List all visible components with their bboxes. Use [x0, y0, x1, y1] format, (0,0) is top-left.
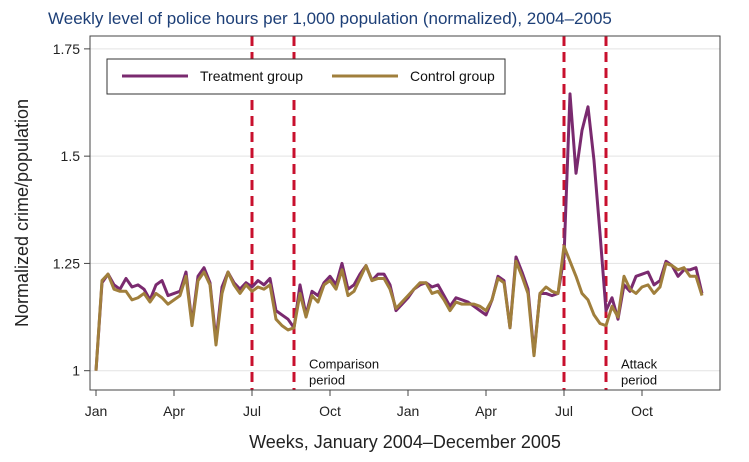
y-tick-label: 1: [72, 363, 80, 379]
x-tick-label: Apr: [163, 403, 185, 419]
series-lines: [94, 92, 704, 371]
x-tick-label: Oct: [631, 403, 653, 419]
series-line-control: [94, 244, 704, 371]
x-tick-label: Oct: [319, 403, 341, 419]
grid: [90, 48, 720, 372]
plot-frame: [89, 35, 721, 391]
annotation-text: period: [309, 373, 345, 388]
event-lines: [250, 36, 608, 390]
legend-label-control: Control group: [410, 68, 495, 84]
y-tick-label: 1.75: [53, 41, 80, 57]
y-tick-label: 1.25: [53, 255, 80, 271]
annotation-text: Comparison: [309, 357, 379, 372]
x-axis-label: Weeks, January 2004–December 2005: [249, 432, 561, 452]
x-tick-label: Apr: [475, 403, 497, 419]
x-tick-label: Jan: [85, 403, 108, 419]
x-tick-label: Jan: [397, 403, 420, 419]
series-line-treatment: [94, 92, 704, 371]
x-tick-label: Jul: [555, 403, 573, 419]
x-axis: Jan Apr Jul Oct Jan Apr Jul Oct: [85, 390, 653, 419]
legend: Treatment group Control group: [106, 58, 506, 95]
y-axis: 1 1.25 1.5 1.75: [53, 41, 90, 379]
x-tick-label: Jul: [243, 403, 261, 419]
y-axis-label: Normalized crime/population: [12, 99, 32, 327]
annotation-text: period: [621, 373, 657, 388]
annotation-text: Attack: [621, 357, 658, 372]
chart-title: Weekly level of police hours per 1,000 p…: [48, 9, 612, 28]
legend-label-treatment: Treatment group: [200, 68, 303, 84]
y-tick-label: 1.5: [61, 148, 81, 164]
